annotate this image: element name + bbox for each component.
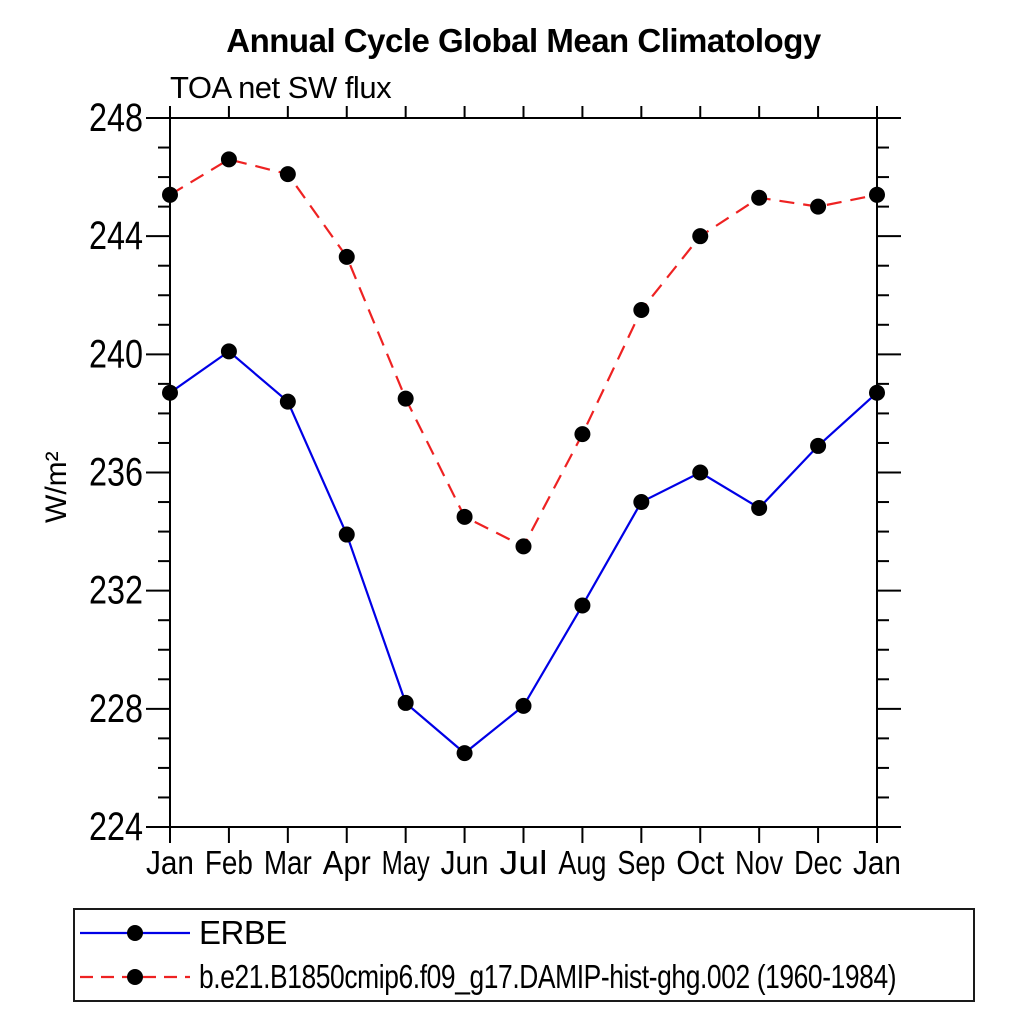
data-point-marker xyxy=(279,166,296,183)
data-point-marker xyxy=(515,538,532,555)
legend-label-erbe: ERBE xyxy=(199,914,287,952)
x-tick-label: Jan xyxy=(853,844,901,881)
data-point-marker xyxy=(456,508,473,525)
series-erbe xyxy=(162,343,885,762)
chart-title: Annual Cycle Global Mean Climatology xyxy=(226,22,821,59)
series-model xyxy=(162,151,885,555)
x-tick-label: Jul xyxy=(500,844,548,881)
data-point-marker xyxy=(162,186,178,203)
data-point-marker xyxy=(869,186,885,203)
legend-label-model: b.e21.B1850cmip6.f09_g17.DAMIP-hist-ghg.… xyxy=(199,957,897,995)
x-tick-label: Apr xyxy=(323,844,371,881)
axes xyxy=(146,106,901,843)
x-tick-label: May xyxy=(382,844,430,881)
data-point-marker xyxy=(751,189,768,206)
x-tick-label: Sep xyxy=(617,844,665,881)
y-tick-label: 236 xyxy=(89,451,143,495)
data-point-marker xyxy=(279,393,296,410)
data-point-marker xyxy=(338,248,355,265)
series-line-model xyxy=(169,158,878,548)
data-point-marker xyxy=(574,597,591,614)
data-point-marker xyxy=(633,494,650,511)
data-point-marker xyxy=(456,745,473,762)
plot-frame xyxy=(169,117,878,828)
data-point-marker xyxy=(397,694,414,711)
x-tick-label: Nov xyxy=(735,844,783,881)
data-point-marker xyxy=(869,384,885,401)
legend-item-erbe: ERBE xyxy=(79,913,973,953)
legend-item-model: b.e21.B1850cmip6.f09_g17.DAMIP-hist-ghg.… xyxy=(79,957,973,997)
y-tick-label: 224 xyxy=(89,805,143,849)
y-tick-label: 240 xyxy=(89,332,143,376)
y-tick-label: 228 xyxy=(89,687,143,731)
data-point-marker xyxy=(220,151,237,168)
y-tick-labels: 224 228 232 236 240 244 248 xyxy=(89,96,143,849)
data-point-marker xyxy=(810,437,827,454)
x-tick-label: Jan xyxy=(146,844,194,881)
y-axis-label: W/m² xyxy=(40,451,73,523)
legend-solid-line-sample xyxy=(80,925,190,942)
legend: ERBE b.e21.B1850cmip6.f09_g17.DAMIP-hist… xyxy=(73,908,975,1002)
data-point-marker xyxy=(574,426,591,443)
data-point-marker xyxy=(692,228,709,245)
x-tick-label: Dec xyxy=(794,844,842,881)
x-tick-label: Oct xyxy=(676,844,724,881)
y-tick-label: 244 xyxy=(89,214,143,258)
legend-marker-erbe xyxy=(127,925,143,942)
legend-dashed-line-sample xyxy=(80,968,190,985)
data-point-marker xyxy=(751,499,768,516)
data-point-marker xyxy=(515,697,532,714)
x-tick-labels: Jan Feb Mar Apr May Jun Jul Aug Sep Oct Nov Dec Jan xyxy=(146,844,901,881)
data-point-marker xyxy=(220,343,237,360)
data-point-marker xyxy=(810,198,827,215)
y-tick-label: 232 xyxy=(89,569,143,613)
data-point-marker xyxy=(338,526,355,543)
data-point-marker xyxy=(692,464,709,481)
x-tick-label: Aug xyxy=(558,844,606,881)
data-point-marker xyxy=(633,302,650,319)
chart-subtitle: TOA net SW flux xyxy=(170,70,392,105)
data-point-marker xyxy=(397,390,414,407)
legend-marker-model xyxy=(127,968,143,985)
x-tick-label: Jun xyxy=(441,844,489,881)
x-tick-label: Feb xyxy=(205,844,253,881)
data-point-marker xyxy=(162,384,178,401)
x-tick-label: Mar xyxy=(264,844,312,881)
y-tick-label: 248 xyxy=(89,96,143,140)
